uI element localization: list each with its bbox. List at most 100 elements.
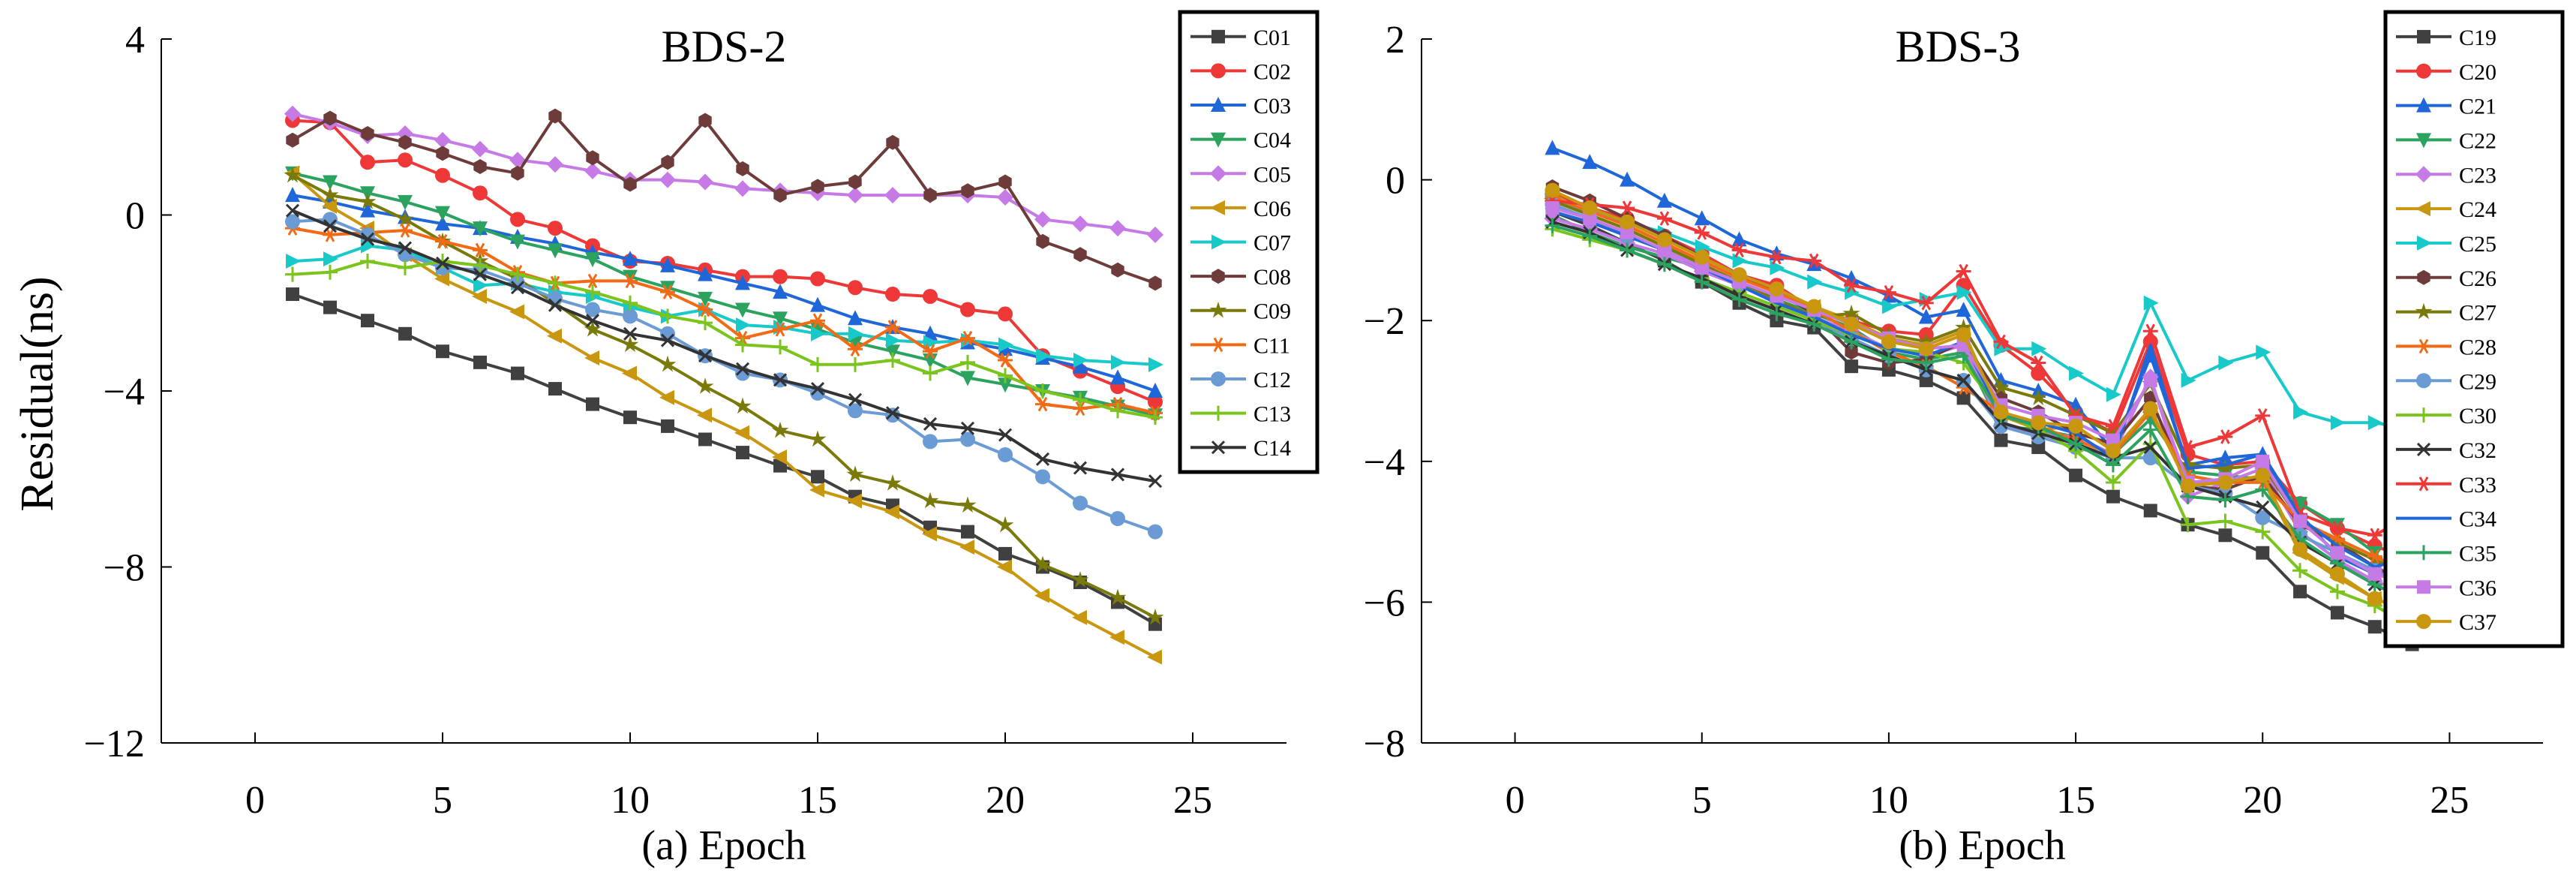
legend[interactable]: C19 C20 C21 C22 C23 C24 C25 C26 C27 C28 C29 C30 C32 C…	[2383, 10, 2565, 648]
legend-label: C13	[1253, 402, 1291, 427]
data-point-C04	[885, 344, 900, 360]
legend-item-C35[interactable]: C35	[2396, 541, 2496, 566]
data-point-C13	[810, 356, 825, 372]
legend-item-C28[interactable]: C28	[2396, 335, 2496, 359]
data-point-C13	[1148, 410, 1163, 425]
data-point-C14	[323, 219, 338, 233]
y-tick-label: −4	[1364, 441, 1405, 484]
data-point-C02	[398, 152, 413, 168]
data-point-C01	[811, 470, 824, 484]
data-point-C13	[998, 368, 1013, 383]
data-point-C06	[772, 449, 787, 465]
legend-item-C19[interactable]: C19	[2396, 26, 2496, 50]
series-line-C35	[1551, 224, 2413, 604]
legend-marker	[2417, 235, 2432, 251]
data-point-C35	[2217, 492, 2233, 508]
data-point-C30	[2329, 584, 2345, 600]
data-point-C35	[1582, 228, 1598, 244]
legend-label: C33	[2459, 473, 2496, 498]
data-point-C02	[998, 306, 1013, 322]
data-point-C08	[436, 146, 449, 161]
legend-item-C25[interactable]: C25	[2396, 232, 2496, 257]
x-tick-label: 20	[986, 779, 1025, 822]
legend-item-C04[interactable]: C04	[1190, 128, 1291, 153]
legend-item-C03[interactable]: C03	[1190, 94, 1291, 119]
legend-item-C27[interactable]: C27	[2396, 301, 2496, 326]
legend-item-C13[interactable]: C13	[1190, 402, 1291, 427]
legend[interactable]: C01 C02 C03 C04 C05 C06 C07 C08 C09 C11 C12 C13 C14	[1178, 10, 1320, 474]
legend-item-C36[interactable]: C36	[2396, 576, 2496, 600]
data-point-C09	[1109, 588, 1127, 606]
legend-item-C33[interactable]: C33	[2396, 473, 2496, 498]
data-point-C37	[1694, 249, 1710, 265]
legend-item-C06[interactable]: C06	[1190, 197, 1291, 221]
legend-item-C12[interactable]: C12	[1190, 368, 1291, 392]
legend-marker	[2416, 338, 2431, 354]
data-point-C04	[773, 311, 788, 327]
data-point-C33	[1769, 250, 1785, 265]
data-point-C37	[2367, 591, 2382, 606]
y-tick-label: 0	[125, 195, 145, 238]
legend-item-C14[interactable]: C14	[1190, 436, 1291, 461]
data-point-C11	[398, 223, 413, 238]
legend-label: C32	[2459, 438, 2496, 463]
legend-item-C21[interactable]: C21	[2396, 95, 2496, 119]
data-point-C13	[1110, 403, 1125, 419]
legend-item-C07[interactable]: C07	[1190, 231, 1291, 256]
data-point-C03	[360, 202, 375, 218]
data-point-C30	[2255, 524, 2271, 540]
series-line-C30	[1551, 227, 2413, 628]
data-point-C11	[323, 227, 338, 242]
data-point-C13	[510, 266, 525, 282]
data-point-C25	[2293, 404, 2309, 420]
legend-label: C08	[1253, 265, 1291, 290]
legend-marker	[2417, 29, 2430, 44]
legend-item-C01[interactable]: C01	[1190, 26, 1291, 50]
legend-marker	[1210, 200, 1225, 215]
legend-item-C23[interactable]: C23	[2396, 163, 2496, 188]
legend-label: C01	[1253, 26, 1291, 50]
legend-item-C05[interactable]: C05	[1190, 162, 1291, 187]
legend-item-C26[interactable]: C26	[2396, 266, 2496, 291]
legend-item-C29[interactable]: C29	[2396, 369, 2496, 394]
y-tick-label: −6	[1364, 582, 1405, 624]
data-point-C09	[321, 186, 339, 203]
data-point-C09	[734, 397, 752, 414]
data-point-C06	[509, 304, 524, 320]
legend-item-C32[interactable]: C32	[2396, 438, 2496, 463]
legend-item-C30[interactable]: C30	[2396, 404, 2496, 428]
data-point-C02	[473, 185, 488, 201]
data-point-C06	[622, 365, 637, 381]
legend-item-C09[interactable]: C09	[1190, 299, 1291, 324]
data-point-C09	[996, 516, 1014, 533]
data-point-C21	[1694, 210, 1710, 226]
x-tick-label: 15	[798, 779, 837, 822]
series-C01	[286, 287, 1162, 631]
legend-item-C11[interactable]: C11	[1190, 333, 1290, 358]
data-point-C13	[773, 339, 788, 355]
data-point-C33	[2255, 408, 2271, 423]
data-point-C08	[623, 176, 637, 192]
x-tick-label: 20	[2243, 779, 2282, 822]
legend-marker	[2417, 269, 2430, 285]
data-point-C19	[2293, 585, 2307, 599]
legend-item-C34[interactable]: C34	[2396, 507, 2496, 532]
legend-item-C37[interactable]: C37	[2396, 610, 2496, 635]
y-tick-label: −4	[104, 371, 145, 413]
data-point-C04	[323, 175, 338, 191]
legend-label: C24	[2459, 197, 2496, 222]
data-point-C13	[473, 257, 488, 273]
data-point-C08	[773, 188, 787, 203]
data-point-C09	[1146, 608, 1164, 625]
legend-marker	[1209, 301, 1227, 318]
legend-item-C24[interactable]: C24	[2396, 197, 2496, 222]
legend-item-C08[interactable]: C08	[1190, 265, 1291, 290]
legend-item-C20[interactable]: C20	[2396, 60, 2496, 85]
data-point-C04	[435, 206, 450, 221]
legend-item-C22[interactable]: C22	[2396, 128, 2496, 153]
data-point-C01	[286, 287, 299, 302]
legend-item-C02[interactable]: C02	[1190, 59, 1291, 84]
x-tick-label: 0	[245, 779, 265, 822]
legend-marker	[1211, 132, 1226, 148]
data-point-C27	[2104, 424, 2122, 441]
